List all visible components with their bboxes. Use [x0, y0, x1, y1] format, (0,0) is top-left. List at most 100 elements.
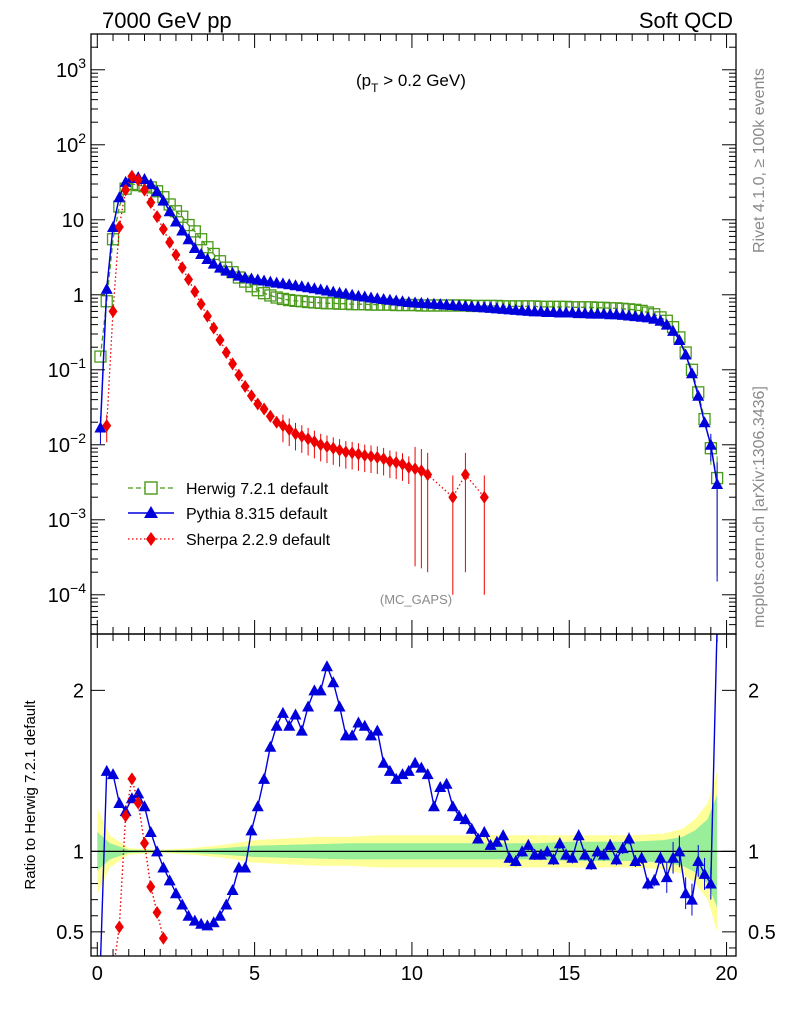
ratio-point: [465, 822, 478, 834]
ratio-point: [188, 914, 201, 926]
ratio-point: [440, 777, 453, 789]
ratio-point: [610, 853, 623, 865]
ratio-plot: 0 5 10 15 20 0.5 0.5 1 1 2 2: [56, 633, 776, 985]
x-tick-label: 5: [249, 963, 260, 985]
ratio-point: [113, 797, 126, 809]
legend: Herwig 7.2.1 default Pythia 8.315 defaul…: [128, 481, 331, 549]
ratio-point: [648, 874, 661, 886]
data-point: [316, 438, 326, 452]
series-line: [99, 176, 718, 485]
ratio-point: [201, 919, 214, 931]
y-tick-label-right: 0.5: [748, 922, 776, 944]
data-point: [385, 454, 395, 468]
data-point: [265, 409, 275, 423]
header-right-label: Soft QCD: [639, 8, 733, 33]
ratio-point: [660, 871, 673, 883]
ratio-point: [226, 883, 239, 895]
x-tick-label: 0: [92, 963, 103, 985]
y-tick-label: 10−2: [48, 430, 86, 457]
data-point: [226, 267, 239, 279]
data-point: [165, 235, 175, 249]
ratio-point: [214, 909, 226, 921]
data-point: [276, 292, 290, 306]
data-point: [289, 294, 302, 308]
cut-suffix: > 0.2 GeV): [378, 71, 465, 90]
ratio-point: [409, 756, 422, 768]
legend-label-pythia: Pythia 8.315 default: [186, 506, 328, 523]
data-point: [139, 183, 149, 197]
data-point: [704, 438, 717, 450]
data-point: [327, 297, 340, 310]
data-point: [190, 285, 200, 299]
ratio-point: [102, 966, 111, 979]
ratio-point: [333, 700, 346, 712]
legend-entry-pythia: Pythia 8.315 default: [128, 506, 328, 523]
ratio-point: [121, 809, 131, 823]
ratio-point: [685, 893, 698, 905]
ratio-point: [597, 848, 610, 860]
ratio-point: [289, 708, 302, 720]
ratio-point: [541, 845, 554, 857]
data-point: [144, 178, 157, 189]
ratio-point: [258, 772, 271, 784]
legend-entry-herwig: Herwig 7.2.1 default: [128, 481, 329, 498]
ratio-line: [99, 634, 718, 956]
data-point: [314, 296, 327, 310]
ratio-point: [163, 874, 176, 886]
data-point: [121, 183, 131, 197]
ratio-series-1: [102, 772, 168, 979]
rivet-version-label: Rivet 4.1.0, ≥ 100k events: [751, 68, 768, 253]
data-point: [667, 324, 680, 336]
ratio-point: [251, 800, 264, 812]
data-point: [240, 379, 250, 393]
ratio-point: [114, 920, 124, 934]
ratio-point: [346, 729, 359, 741]
data-point: [692, 389, 705, 401]
data-point: [283, 293, 296, 307]
series-2: [102, 169, 489, 595]
data-point: [151, 185, 164, 197]
ratio-point: [314, 684, 327, 696]
ratio-point: [169, 887, 182, 899]
data-point: [410, 462, 420, 476]
ratio-point: [276, 706, 289, 718]
ratio-point: [629, 855, 642, 867]
data-point: [320, 297, 334, 310]
data-point: [291, 427, 301, 441]
data-point: [100, 282, 113, 294]
data-point: [253, 397, 263, 411]
cut-prefix: (p: [356, 71, 371, 90]
data-point: [182, 218, 195, 232]
ratio-plot-axes: 0 5 10 15 20 0.5 0.5 1 1 2 2: [56, 634, 776, 985]
data-point: [152, 210, 162, 224]
ratio-point: [415, 761, 428, 773]
ratio-point: [377, 756, 390, 768]
ratio-point: [390, 772, 403, 784]
data-point: [366, 449, 376, 463]
data-point: [341, 445, 351, 459]
ratio-point: [402, 764, 415, 776]
data-point: [201, 253, 214, 264]
data-point: [182, 233, 195, 245]
data-point: [157, 194, 170, 206]
data-point: [679, 348, 692, 360]
ratio-point: [547, 853, 560, 865]
data-point: [372, 450, 382, 464]
ratio-point: [270, 719, 283, 731]
x-tick-label: 20: [715, 963, 737, 985]
cut-subscript: T: [371, 81, 379, 95]
ratio-point: [578, 848, 591, 860]
ratio-point: [132, 787, 145, 799]
y-tick-label: 10: [62, 210, 84, 232]
data-point: [207, 257, 220, 269]
data-point: [347, 446, 357, 460]
data-point: [113, 200, 126, 213]
ratio-y-axis-title: Ratio to Herwig 7.2.1 default: [22, 700, 39, 890]
ratio-point: [553, 837, 566, 849]
data-point: [353, 447, 363, 461]
data-point: [108, 304, 118, 318]
ratio-point: [497, 829, 510, 841]
mcplots-reference-label: mcplots.cern.ch [arXiv:1306.3436]: [751, 386, 768, 628]
data-point: [171, 248, 181, 262]
